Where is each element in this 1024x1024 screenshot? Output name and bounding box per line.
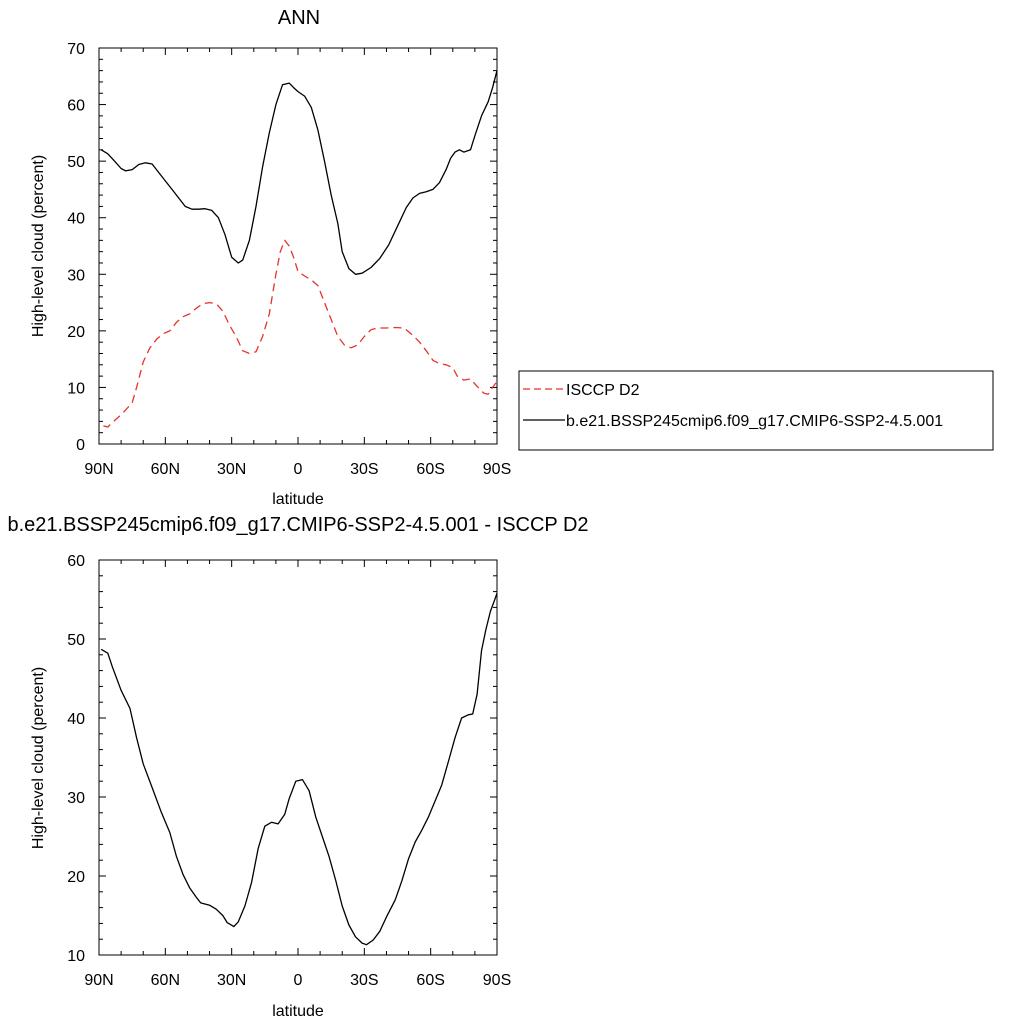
y-tick-label: 20 [67,869,85,886]
x-tick-label: 30S [350,461,378,478]
top-series-line-0 [103,239,497,428]
legend: ISCCP D2 b.e21.BSSP245cmip6.f09_g17.CMIP… [518,370,994,451]
bottom-plot-frame [98,559,498,956]
bottom-chart-title: b.e21.BSSP245cmip6.f09_g17.CMIP6-SSP2-4.… [7,514,588,536]
y-tick-label: 70 [67,41,85,58]
bottom-series [100,592,498,946]
y-tick-label: 10 [67,948,85,965]
bottom-series-line-0 [100,592,498,946]
bottom-x-axis-label: latitude [272,1003,324,1020]
top-chart-title: ANN [278,7,320,29]
x-tick-label: 60N [151,972,180,989]
x-tick-label: 90S [483,972,511,989]
y-tick-label: 40 [67,711,85,728]
bottom-y-ticks: 10 20 30 40 50 60 [67,553,497,965]
y-tick-label: 40 [67,211,85,228]
y-tick-label: 0 [76,437,85,454]
x-tick-label: 60S [416,972,444,989]
top-y-axis-label: High-level cloud (percent) [30,155,47,337]
legend-label-model: b.e21.BSSP245cmip6.f09_g17.CMIP6-SSP2-4.… [566,413,943,430]
top-x-ticks: 90N 60N 30N 0 30S 60S 90S [84,48,511,478]
top-series [100,70,498,428]
x-tick-label: 90N [84,972,113,989]
legend-box [518,370,994,451]
legend-label-isccp: ISCCP D2 [566,382,640,399]
x-tick-label: 30N [217,972,246,989]
top-y-ticks: 0 10 20 30 40 50 60 70 [67,41,497,454]
y-tick-label: 10 [67,380,85,397]
bottom-chart: b.e21.BSSP245cmip6.f09_g17.CMIP6-SSP2-4.… [7,514,588,1020]
y-tick-label: 50 [67,632,85,649]
y-tick-label: 20 [67,324,85,341]
y-tick-label: 30 [67,267,85,284]
x-tick-label: 0 [294,461,303,478]
x-tick-label: 90N [84,461,113,478]
top-series-line-1 [100,70,498,275]
x-tick-label: 30S [350,972,378,989]
x-tick-label: 0 [294,972,303,989]
x-tick-label: 60N [151,461,180,478]
x-tick-label: 90S [483,461,511,478]
top-x-axis-label: latitude [272,491,324,508]
top-plot-frame [98,47,498,445]
y-tick-label: 30 [67,790,85,807]
bottom-y-axis-label: High-level cloud (percent) [30,667,47,849]
y-tick-label: 50 [67,154,85,171]
x-tick-label: 30N [217,461,246,478]
x-tick-label: 60S [416,461,444,478]
y-tick-label: 60 [67,98,85,115]
bottom-x-ticks: 90N 60N 30N 0 30S 60S 90S [84,560,511,989]
y-tick-label: 60 [67,553,85,570]
